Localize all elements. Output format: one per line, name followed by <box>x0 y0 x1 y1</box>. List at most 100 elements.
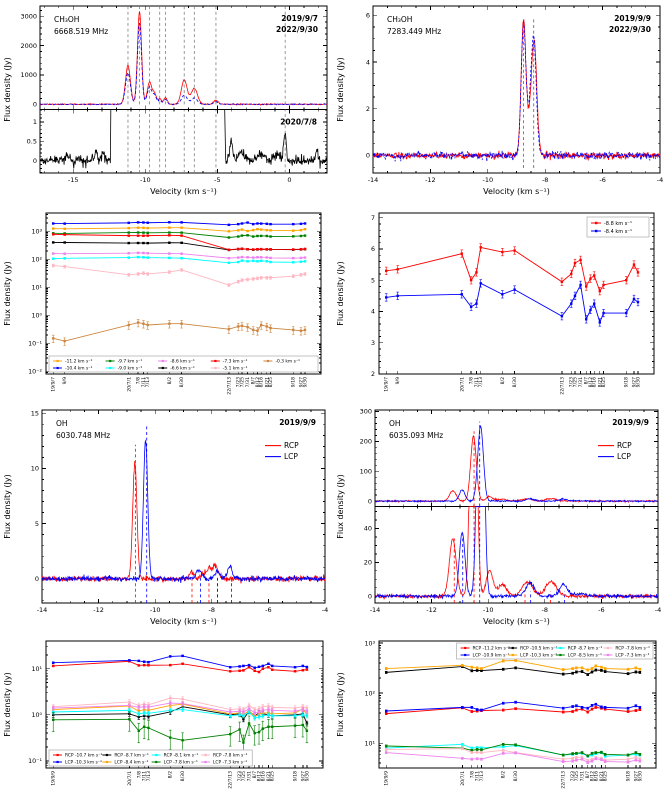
y-tick-label: 10² <box>364 690 375 697</box>
data-marker <box>603 758 607 762</box>
data-marker <box>52 233 55 236</box>
data-marker <box>293 665 297 669</box>
date-label: 7/11 <box>475 771 481 781</box>
data-marker <box>589 277 592 280</box>
data-marker <box>502 745 505 748</box>
data-marker <box>560 314 564 318</box>
y-axis-title: Flux density (Jy) <box>336 57 345 121</box>
data-marker <box>562 672 565 676</box>
data-marker <box>251 256 255 259</box>
y-tick-label: 2 <box>371 371 375 378</box>
data-marker <box>261 714 264 718</box>
y-tick-label: 2 <box>366 105 370 113</box>
data-marker <box>480 757 483 761</box>
date-label: 8/16 <box>259 377 265 387</box>
data-marker <box>128 709 131 712</box>
date-label: 7/31 <box>578 377 584 387</box>
x-tick-label: -12 <box>426 606 437 614</box>
data-marker <box>238 707 241 710</box>
data-marker <box>267 704 270 708</box>
data-marker <box>181 702 184 705</box>
data-marker <box>136 221 140 224</box>
data-marker <box>257 707 261 710</box>
data-marker <box>562 760 565 763</box>
data-marker <box>626 753 630 757</box>
data-marker <box>259 247 263 251</box>
legend-label: RCP -8.7 km s⁻¹ <box>568 646 603 652</box>
data-marker <box>63 257 66 260</box>
data-marker <box>385 671 388 674</box>
y-tick-label: 200 <box>360 438 372 446</box>
data-marker <box>293 670 297 673</box>
date-label: 9/27 <box>298 377 304 387</box>
date-label: 7/13 <box>478 377 484 387</box>
data-marker <box>603 670 607 673</box>
data-marker <box>246 234 249 237</box>
data-marker <box>303 234 307 237</box>
data-marker <box>600 758 603 761</box>
data-marker <box>514 707 517 710</box>
date-label: 19/9/9 <box>384 771 390 786</box>
y-tick-label: 15 <box>31 410 39 418</box>
data-marker <box>142 725 146 728</box>
data-marker <box>303 247 307 251</box>
data-marker <box>181 739 184 742</box>
data-marker <box>256 256 259 259</box>
data-marker <box>385 744 388 748</box>
data-marker <box>227 261 231 264</box>
x-tick-label: -14 <box>368 176 379 184</box>
date-label: 8/7 <box>251 377 257 384</box>
date-label: 7/8 <box>136 771 142 778</box>
legend-label: LCP -7.3 km s⁻¹ <box>615 653 649 659</box>
date-label: 7/11 <box>142 771 148 781</box>
legend-label: -8.4 km s⁻¹ <box>604 229 632 235</box>
data-marker <box>594 706 597 709</box>
data-marker <box>257 710 261 714</box>
data-marker <box>240 247 244 250</box>
y-tick-label: 10⁰ <box>31 312 42 319</box>
date-label: 8/21 <box>264 377 270 387</box>
data-marker <box>301 713 305 716</box>
data-marker <box>475 669 479 672</box>
y-tick-label: 10⁰ <box>31 712 42 719</box>
data-marker <box>180 241 183 245</box>
x-axis-title: Velocity (km s⁻¹) <box>483 617 550 626</box>
data-marker <box>251 259 255 263</box>
data-marker <box>625 279 628 282</box>
data-marker <box>299 260 303 263</box>
data-marker <box>475 757 479 760</box>
data-marker <box>270 725 274 728</box>
series-line-LCP103kms <box>53 655 308 669</box>
spectrum-line-202078 <box>39 109 328 169</box>
data-marker <box>475 302 478 305</box>
data-marker <box>240 222 244 225</box>
date-label: 20/7/1 <box>126 377 132 392</box>
data-marker <box>169 709 172 712</box>
data-marker <box>265 260 269 263</box>
data-marker <box>247 663 251 667</box>
data-marker <box>237 247 240 251</box>
data-marker <box>580 757 584 761</box>
date-label: 8/16 <box>593 771 599 781</box>
data-marker <box>634 751 638 754</box>
data-marker <box>142 251 145 255</box>
data-marker <box>479 282 482 285</box>
date-label: 7/23 <box>236 377 242 387</box>
data-marker <box>626 707 630 710</box>
legend-marker <box>464 646 467 650</box>
x-tick-label: -12 <box>425 176 436 184</box>
data-marker <box>146 241 149 245</box>
data-marker <box>292 229 295 232</box>
x-tick-label: -14 <box>37 606 48 614</box>
legend-label: -6.6 km s⁻¹ <box>170 366 195 372</box>
data-marker <box>180 226 183 229</box>
data-marker <box>137 659 140 663</box>
spectrum-line-201999 <box>372 18 661 161</box>
x-tick-label: -8 <box>209 606 215 614</box>
series-line-84kms <box>386 282 639 324</box>
x-tick-label: -4 <box>322 606 328 614</box>
data-marker <box>246 256 249 259</box>
data-marker <box>626 668 630 671</box>
y-tick-label: 10² <box>31 256 42 263</box>
date-label: 8/7 <box>584 377 590 384</box>
